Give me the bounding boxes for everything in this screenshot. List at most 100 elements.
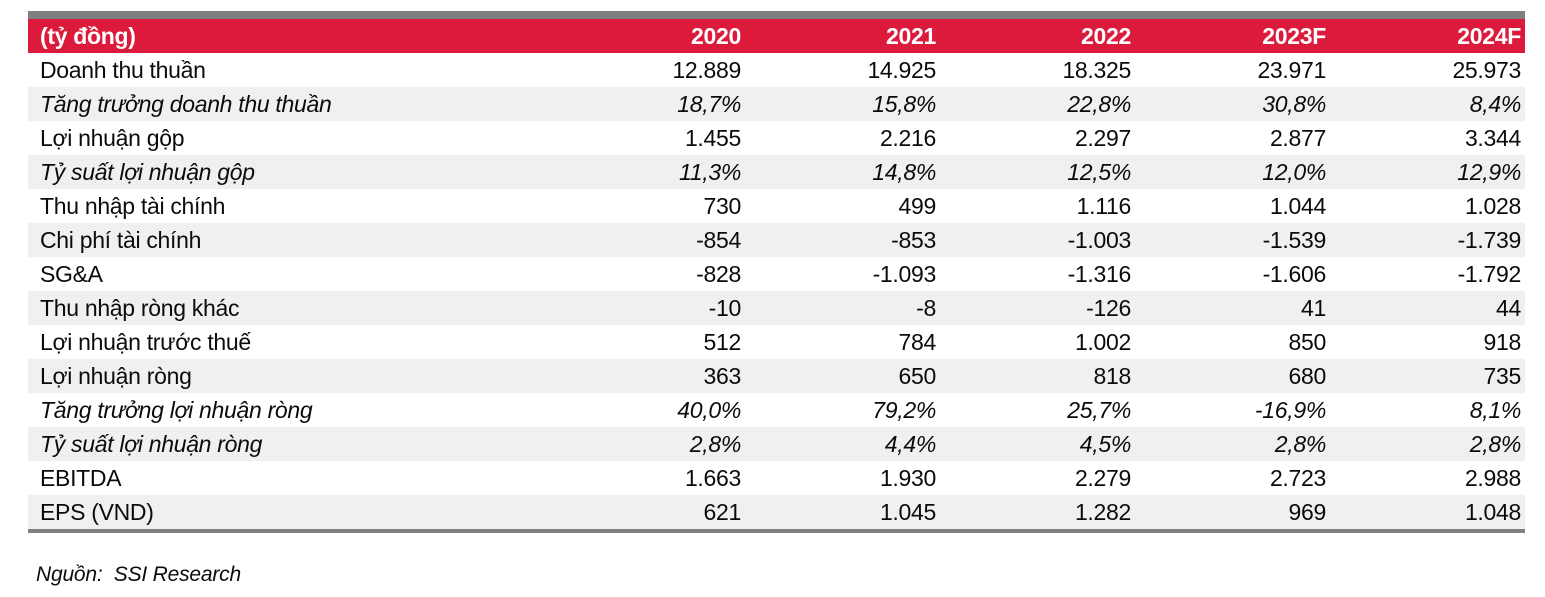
cell-value: 2,8%: [1469, 431, 1522, 457]
cell-value: 1.028: [1464, 193, 1521, 219]
cell-value: 1.282: [1074, 499, 1131, 525]
row-label: EPS (VND): [40, 499, 154, 525]
cell-value: -126: [1086, 295, 1131, 321]
table-row: SG&A -828 -1.093 -1.316 -1.606 -1.792: [28, 257, 1525, 291]
cell-value: 650: [898, 363, 937, 389]
table-row: Tăng trưởng lợi nhuận ròng 40,0% 79,2% 25,7…: [28, 393, 1525, 427]
row-label: Chi phí tài chính: [40, 227, 202, 253]
cell-value: 40,0%: [677, 397, 741, 423]
cell-value: 12,5%: [1067, 159, 1131, 185]
cell-value: 3.344: [1464, 125, 1521, 151]
cell-value: 784: [898, 329, 937, 355]
cell-value: 1.116: [1076, 193, 1132, 219]
row-label: Lợi nhuận ròng: [40, 363, 192, 389]
cell-value: 12,0%: [1262, 159, 1326, 185]
cell-value: 18,7%: [677, 91, 741, 117]
cell-value: 2.279: [1074, 465, 1131, 491]
column-header-2023F: 2023F: [1262, 23, 1326, 49]
cell-value: -1.606: [1262, 261, 1327, 287]
cell-value: 2.723: [1269, 465, 1326, 491]
cell-value: 44: [1496, 295, 1521, 321]
cell-value: 730: [703, 193, 742, 219]
cell-value: 8,1%: [1469, 397, 1522, 423]
table-header-row: (tỷ đồng) 2020 2021 2022 2023F 2024F: [28, 19, 1525, 53]
table-row: Thu nhập tài chính 730 499 1.116 1.044 1.028: [28, 189, 1525, 223]
cell-value: -1.539: [1262, 227, 1327, 253]
row-label: Lợi nhuận trước thuế: [40, 329, 251, 355]
cell-value: 2,8%: [689, 431, 742, 457]
column-header-2021: 2021: [886, 23, 936, 49]
cell-value: 1.048: [1464, 499, 1521, 525]
cell-value: 735: [1483, 363, 1522, 389]
cell-value: 969: [1288, 499, 1327, 525]
cell-value: 499: [898, 193, 937, 219]
table-bottom-rule: [28, 529, 1525, 533]
cell-value: 11,3%: [678, 159, 741, 185]
table-row: Doanh thu thuần 12.889 14.925 18.325 23.971 2…: [28, 53, 1525, 87]
cell-value: -828: [696, 261, 741, 287]
column-header-2024F: 2024F: [1457, 23, 1521, 49]
cell-value: -1.003: [1067, 227, 1132, 253]
cell-value: -853: [891, 227, 936, 253]
cell-value: 1.930: [879, 465, 936, 491]
cell-value: -1.792: [1457, 261, 1522, 287]
row-label: Tỷ suất lợi nhuận gộp: [40, 159, 255, 185]
cell-value: -1.739: [1457, 227, 1522, 253]
cell-value: -1.316: [1067, 261, 1132, 287]
cell-value: 23.971: [1257, 57, 1326, 83]
cell-value: 818: [1093, 363, 1132, 389]
cell-value: 2.297: [1074, 125, 1131, 151]
row-label: Tăng trưởng lợi nhuận ròng: [40, 397, 313, 423]
financial-table: (tỷ đồng) 2020 2021 2022 2023F 2024F Doanh t…: [28, 11, 1525, 533]
row-label: Doanh thu thuần: [40, 57, 206, 83]
table-body: Doanh thu thuần 12.889 14.925 18.325 23.971 2…: [28, 53, 1525, 529]
cell-value: 2.216: [879, 125, 936, 151]
table-row: Lợi nhuận ròng 363 650 818 680 735: [28, 359, 1525, 393]
row-label: Tăng trưởng doanh thu thuần: [40, 91, 332, 117]
row-label: Lợi nhuận gộp: [40, 125, 185, 151]
table-row: Lợi nhuận gộp 1.455 2.216 2.297 2.877 3.344: [28, 121, 1525, 155]
cell-value: 41: [1301, 295, 1326, 321]
cell-value: 79,2%: [872, 397, 936, 423]
source-note: Nguồn: SSI Research: [36, 563, 241, 586]
table-top-bar: [28, 11, 1525, 19]
table-row: Tăng trưởng doanh thu thuần 18,7% 15,8% 22,…: [28, 87, 1525, 121]
cell-value: 680: [1288, 363, 1327, 389]
row-label: Thu nhập ròng khác: [40, 295, 240, 321]
cell-value: 22,8%: [1067, 91, 1131, 117]
cell-value: 12,9%: [1457, 159, 1521, 185]
table-row: Lợi nhuận trước thuế 512 784 1.002 850 918: [28, 325, 1525, 359]
cell-value: 25,7%: [1067, 397, 1131, 423]
cell-value: 18.325: [1062, 57, 1131, 83]
table-row: Thu nhập ròng khác -10 -8 -126 41 44: [28, 291, 1525, 325]
table-row: Chi phí tài chính -854 -853 -1.003 -1.539 -1.…: [28, 223, 1525, 257]
row-label: Thu nhập tài chính: [40, 193, 226, 219]
unit-header: (tỷ đồng): [40, 23, 136, 49]
cell-value: 30,8%: [1262, 91, 1326, 117]
cell-value: 1.045: [879, 499, 936, 525]
cell-value: -854: [696, 227, 741, 253]
cell-value: 1.044: [1269, 193, 1326, 219]
cell-value: 1.663: [684, 465, 741, 491]
table-row: EBITDA 1.663 1.930 2.279 2.723 2.988: [28, 461, 1525, 495]
cell-value: 363: [703, 363, 742, 389]
table-row: Tỷ suất lợi nhuận ròng 2,8% 4,4% 4,5% 2,8% 2,…: [28, 427, 1525, 461]
table-row: EPS (VND) 621 1.045 1.282 969 1.048: [28, 495, 1525, 529]
cell-value: 2,8%: [1274, 431, 1327, 457]
cell-value: 25.973: [1452, 57, 1521, 83]
cell-value: 8,4%: [1469, 91, 1522, 117]
cell-value: -8: [916, 295, 936, 321]
cell-value: 15,8%: [872, 91, 936, 117]
cell-value: 1.002: [1074, 329, 1131, 355]
row-label: SG&A: [40, 261, 103, 287]
cell-value: 2.877: [1269, 125, 1326, 151]
row-label: EBITDA: [40, 465, 122, 491]
cell-value: 2.988: [1464, 465, 1521, 491]
cell-value: 4,5%: [1079, 431, 1132, 457]
cell-value: 12.889: [672, 57, 741, 83]
table-row: Tỷ suất lợi nhuận gộp 11,3% 14,8% 12,5% 12,0…: [28, 155, 1525, 189]
column-header-2022: 2022: [1081, 23, 1131, 49]
cell-value: 512: [703, 329, 742, 355]
cell-value: -1.093: [872, 261, 937, 287]
cell-value: 4,4%: [884, 431, 937, 457]
